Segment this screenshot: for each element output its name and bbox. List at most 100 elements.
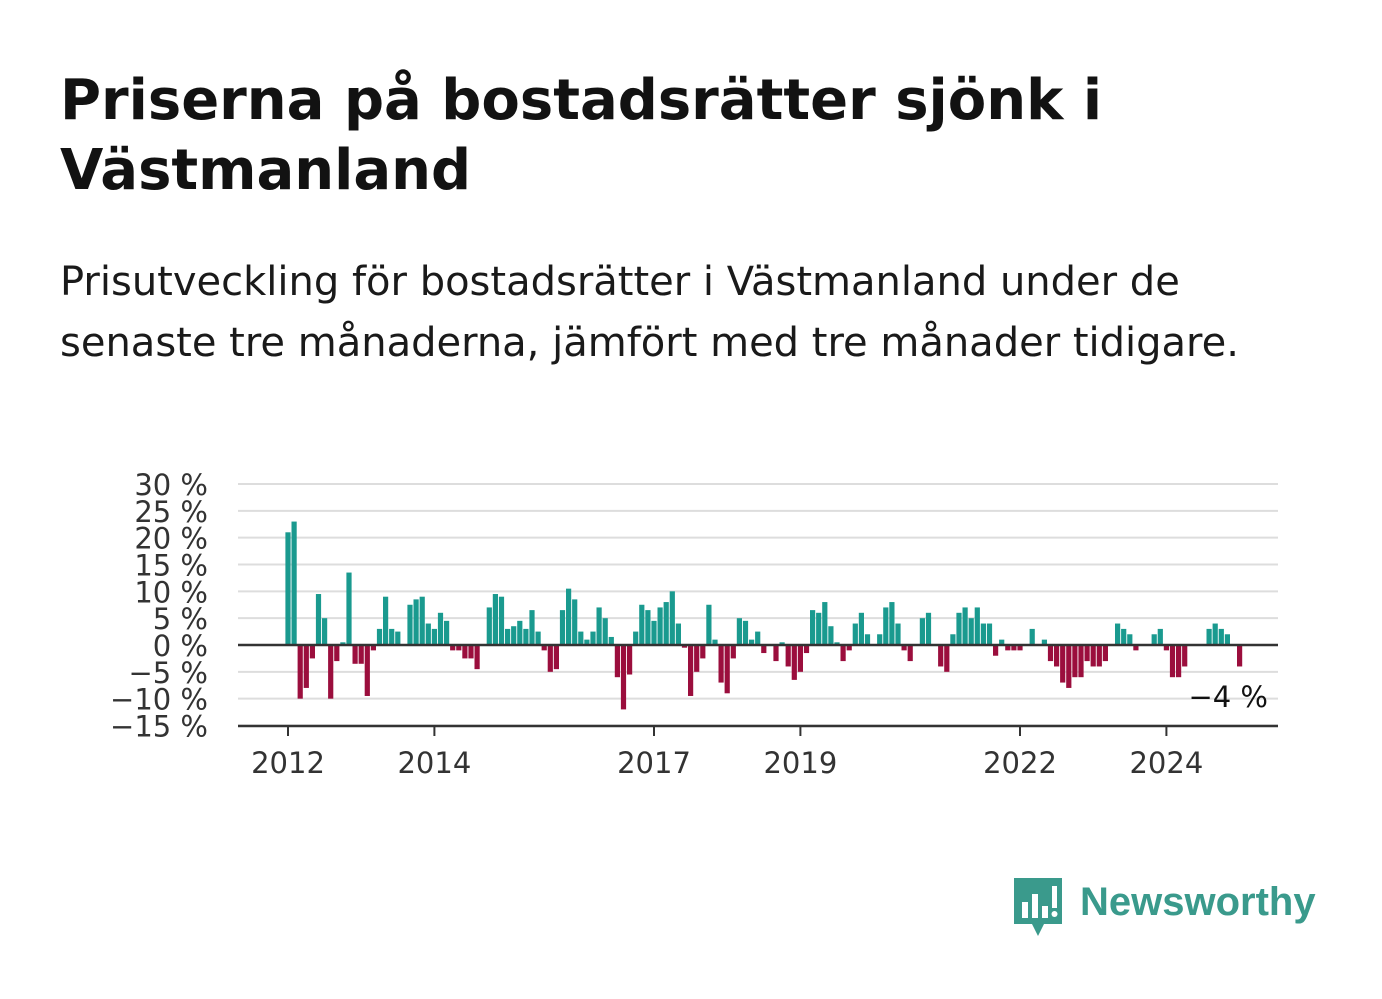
bar bbox=[669, 591, 675, 645]
x-tick-label: 2019 bbox=[763, 746, 837, 780]
bar bbox=[651, 620, 657, 645]
bar bbox=[907, 645, 913, 662]
bar bbox=[810, 610, 816, 645]
bar bbox=[1133, 645, 1139, 651]
bar bbox=[889, 602, 895, 645]
bar bbox=[675, 623, 681, 645]
y-tick-label: 20 % bbox=[134, 522, 208, 556]
bar bbox=[529, 610, 535, 645]
bar bbox=[1060, 645, 1066, 683]
bar bbox=[1169, 645, 1176, 678]
bar bbox=[657, 607, 663, 645]
bar bbox=[566, 588, 572, 645]
bar bbox=[547, 645, 553, 672]
bar bbox=[364, 645, 370, 696]
bar bbox=[718, 645, 724, 683]
bar bbox=[852, 623, 858, 645]
bar bbox=[956, 612, 962, 645]
bar bbox=[608, 636, 614, 645]
bar bbox=[383, 596, 389, 645]
bar bbox=[1078, 645, 1084, 678]
bar bbox=[291, 521, 297, 645]
bar bbox=[706, 604, 712, 645]
bar bbox=[553, 645, 559, 670]
bar bbox=[517, 620, 523, 645]
bar bbox=[864, 634, 871, 645]
x-tick-label: 2014 bbox=[397, 746, 471, 780]
bar bbox=[498, 596, 505, 645]
bar bbox=[761, 645, 767, 654]
bar bbox=[883, 607, 889, 645]
bar bbox=[1096, 645, 1102, 667]
x-tick-label: 2024 bbox=[1129, 746, 1203, 780]
bar bbox=[1041, 639, 1047, 645]
x-tick-label: 2012 bbox=[251, 746, 325, 780]
chart-title: Priserna på bostadsrätter sjönk i Västma… bbox=[60, 68, 1103, 203]
bar bbox=[541, 645, 547, 651]
bar-chart: 30 %25 %20 %15 %10 %5 %0 %−5 %−10 %−15 %… bbox=[110, 468, 1278, 780]
grid-lines bbox=[238, 483, 1278, 727]
bar bbox=[816, 612, 822, 645]
bar bbox=[1005, 645, 1011, 651]
bar bbox=[352, 645, 358, 664]
bar bbox=[431, 628, 437, 645]
bar bbox=[309, 645, 315, 659]
bar bbox=[376, 628, 383, 645]
y-tick-label: 15 % bbox=[134, 549, 208, 583]
y-tick-label: −10 % bbox=[110, 683, 208, 717]
y-tick-label: −5 % bbox=[128, 656, 208, 690]
bar bbox=[950, 634, 956, 645]
y-tick-label: −15 % bbox=[110, 710, 208, 744]
bar bbox=[730, 645, 736, 659]
bar bbox=[322, 618, 328, 645]
bar bbox=[663, 602, 669, 645]
bar bbox=[1084, 645, 1090, 662]
bar bbox=[712, 639, 718, 645]
bar bbox=[450, 645, 456, 651]
bar bbox=[919, 618, 925, 645]
bar bbox=[474, 645, 480, 670]
bar bbox=[346, 572, 352, 645]
bar bbox=[828, 626, 834, 645]
bar bbox=[724, 645, 730, 694]
bar bbox=[468, 645, 474, 659]
bar bbox=[797, 645, 803, 672]
bar bbox=[968, 618, 974, 645]
bar bbox=[901, 645, 907, 651]
bar bbox=[749, 639, 755, 645]
bar bbox=[962, 607, 968, 645]
bar bbox=[1224, 634, 1230, 645]
bar bbox=[328, 645, 334, 699]
last-value-annotation: −4 % bbox=[1188, 680, 1268, 714]
bar bbox=[407, 604, 413, 645]
bar bbox=[1017, 645, 1023, 651]
y-tick-label: 5 % bbox=[153, 602, 208, 636]
bar bbox=[620, 645, 627, 710]
bar bbox=[1047, 645, 1054, 662]
bar bbox=[1102, 645, 1108, 662]
bar bbox=[315, 594, 322, 645]
newsworthy-logo[interactable]: Newsworthy bbox=[1010, 876, 1330, 942]
bar bbox=[700, 645, 706, 659]
newsworthy-logo-text: Newsworthy bbox=[1080, 880, 1316, 924]
bar bbox=[846, 645, 852, 651]
bar bbox=[419, 596, 425, 645]
bar bbox=[779, 642, 785, 645]
bar bbox=[639, 604, 645, 645]
y-tick-label: 25 % bbox=[134, 495, 208, 529]
bar bbox=[1011, 645, 1017, 651]
bar bbox=[993, 645, 999, 656]
bar bbox=[303, 645, 309, 688]
chart-subtitle: Prisutveckling för bostadsrätter i Västm… bbox=[60, 259, 1239, 366]
bar bbox=[511, 626, 517, 645]
bar bbox=[742, 620, 749, 645]
bar bbox=[572, 599, 578, 645]
bar bbox=[1206, 628, 1212, 645]
bar bbox=[840, 645, 846, 662]
bar bbox=[980, 623, 986, 645]
bar bbox=[694, 645, 700, 672]
bar bbox=[938, 645, 944, 667]
bar bbox=[1072, 645, 1078, 678]
bar bbox=[1151, 634, 1157, 645]
bar bbox=[974, 607, 980, 645]
